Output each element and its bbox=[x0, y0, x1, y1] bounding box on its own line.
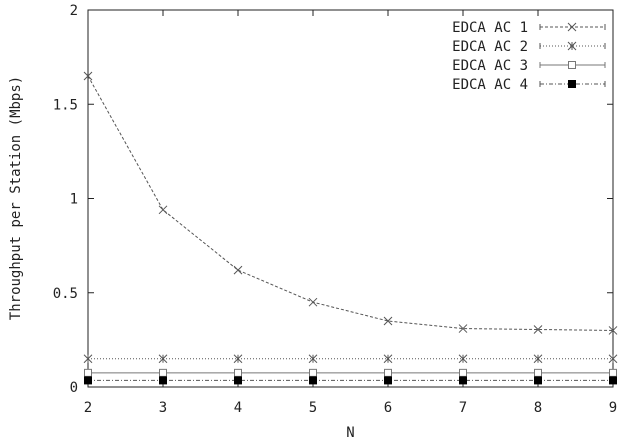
data-point bbox=[308, 354, 318, 364]
legend-item: EDCA AC 2 bbox=[452, 39, 606, 55]
legend-marker bbox=[567, 22, 577, 32]
data-point bbox=[384, 376, 392, 385]
data-point bbox=[83, 354, 93, 364]
series-2 bbox=[83, 354, 618, 364]
legend: EDCA AC 1 EDCA AC 2 EDCA AC 3 EDCA AC 4 bbox=[452, 20, 606, 93]
legend-item: EDCA AC 1 bbox=[452, 20, 606, 36]
series-layer bbox=[83, 71, 618, 385]
data-point bbox=[458, 324, 468, 333]
data-point bbox=[234, 376, 242, 385]
x-tick-label: 5 bbox=[309, 400, 317, 416]
series-line bbox=[87, 75, 614, 331]
data-point bbox=[384, 368, 392, 377]
plot-frame bbox=[87, 9, 614, 388]
legend-marker bbox=[568, 80, 576, 88]
data-point bbox=[233, 265, 243, 275]
y-tick-label: 0.5 bbox=[53, 286, 78, 302]
data-point bbox=[383, 354, 393, 364]
x-tick-label: 3 bbox=[159, 400, 167, 416]
data-point bbox=[459, 368, 467, 377]
y-axis-label: Throughput per Station (Mbps) bbox=[8, 76, 24, 320]
data-point bbox=[84, 368, 92, 377]
x-tick-label: 6 bbox=[384, 400, 392, 416]
data-point bbox=[609, 376, 617, 385]
legend-marker bbox=[567, 41, 577, 51]
x-tick-label: 9 bbox=[609, 400, 617, 416]
data-point bbox=[309, 376, 317, 385]
data-point bbox=[459, 376, 467, 385]
data-point bbox=[383, 316, 393, 326]
legend-label: EDCA AC 3 bbox=[452, 58, 528, 74]
data-point bbox=[234, 368, 242, 377]
data-point bbox=[308, 297, 318, 307]
y-tick-label: 1 bbox=[70, 192, 78, 208]
data-point bbox=[159, 368, 167, 377]
data-point bbox=[83, 71, 93, 81]
data-point bbox=[159, 376, 167, 385]
legend-marker bbox=[568, 61, 576, 69]
x-tick-label: 8 bbox=[534, 400, 542, 416]
legend-label: EDCA AC 2 bbox=[452, 39, 528, 55]
y-tick-label: 0 bbox=[70, 380, 78, 396]
legend-label: EDCA AC 4 bbox=[452, 77, 528, 93]
x-tick-label: 4 bbox=[234, 400, 242, 416]
data-point bbox=[608, 354, 618, 364]
data-point bbox=[533, 325, 543, 334]
legend-item: EDCA AC 4 bbox=[452, 77, 606, 93]
data-point bbox=[608, 326, 618, 335]
data-point bbox=[309, 368, 317, 377]
series-3 bbox=[84, 368, 617, 377]
y-tick-label: 2 bbox=[70, 3, 78, 19]
x-tick-label: 7 bbox=[459, 400, 467, 416]
series-4 bbox=[84, 376, 617, 385]
series-1 bbox=[83, 71, 618, 335]
data-point bbox=[158, 205, 168, 215]
data-point bbox=[534, 376, 542, 385]
data-point bbox=[609, 368, 617, 377]
x-axis-ticks: 2 3 4 5 6 7 8 9 bbox=[84, 10, 617, 416]
legend-label: EDCA AC 1 bbox=[452, 20, 528, 36]
data-point bbox=[158, 354, 168, 364]
data-point bbox=[534, 368, 542, 377]
data-point bbox=[233, 354, 243, 364]
data-point bbox=[533, 354, 543, 364]
legend-item: EDCA AC 3 bbox=[452, 58, 606, 74]
x-axis-label: N bbox=[346, 425, 354, 441]
y-axis-ticks: 0 0.5 1 1.5 2 bbox=[53, 3, 613, 396]
data-point bbox=[458, 354, 468, 364]
y-tick-label: 1.5 bbox=[53, 97, 78, 113]
x-tick-label: 2 bbox=[84, 400, 92, 416]
data-point bbox=[84, 376, 92, 385]
